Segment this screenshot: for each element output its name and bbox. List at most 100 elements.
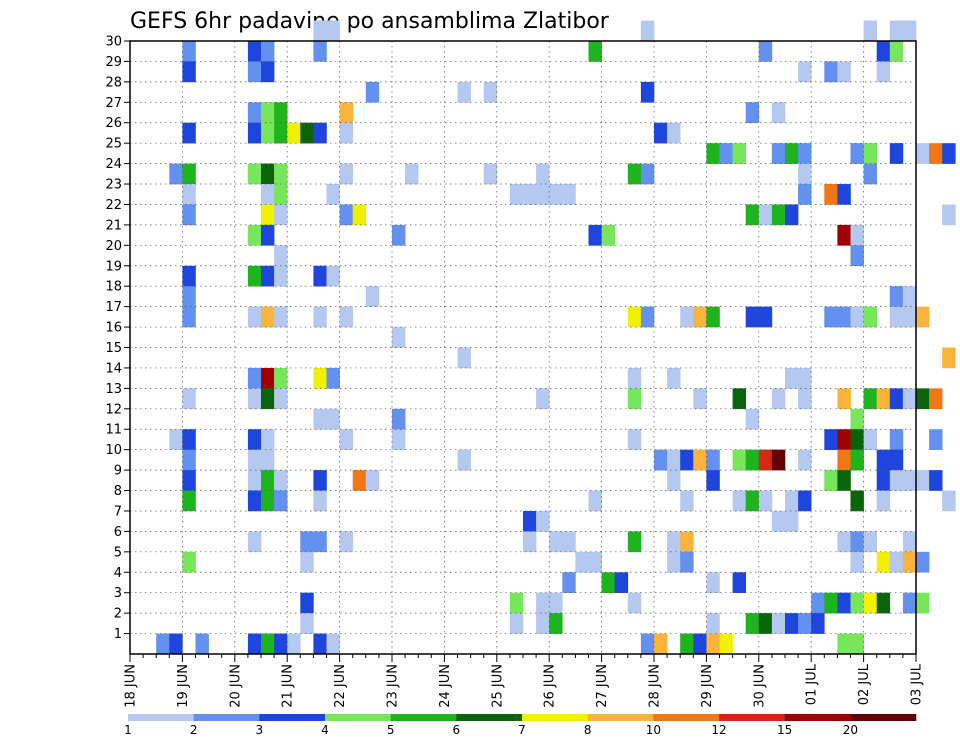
precip-cell-m0-s3 bbox=[169, 633, 183, 655]
precip-cell-m9-s4 bbox=[182, 449, 196, 471]
precip-cell-m28-s54 bbox=[837, 61, 851, 83]
cell-layer bbox=[156, 20, 956, 655]
precip-cell-m8-s17 bbox=[352, 470, 367, 491]
precip-cell-m1-s48 bbox=[758, 613, 773, 634]
precip-cell-m0-s42 bbox=[680, 633, 694, 655]
precip-cell-m21-s48 bbox=[758, 204, 773, 226]
precip-cell-m24-s51 bbox=[798, 143, 812, 164]
precip-cell-m10-s3 bbox=[169, 429, 183, 450]
precip-cell-m0-s9 bbox=[247, 633, 262, 655]
y-tick-label-29: 29 bbox=[105, 55, 122, 70]
precip-cell-m25-s9 bbox=[247, 122, 262, 144]
legend-swatch-2 bbox=[259, 714, 326, 721]
precip-cell-m3-s37 bbox=[614, 572, 629, 593]
precip-cell-m30-s15 bbox=[326, 20, 340, 42]
precip-cell-m21-s16 bbox=[339, 204, 353, 226]
precip-cell-m2-s38 bbox=[627, 592, 642, 614]
x-tick-label-13: 01 JUL bbox=[805, 663, 820, 705]
precip-cell-m1-s49 bbox=[771, 613, 786, 634]
precip-cell-m26-s11 bbox=[274, 102, 288, 124]
precip-cell-m9-s54 bbox=[837, 449, 851, 471]
precip-cell-m12-s4 bbox=[182, 388, 196, 410]
precip-cell-m16-s11 bbox=[274, 306, 288, 328]
precip-cell-m21-s47 bbox=[745, 204, 760, 226]
precip-cell-m7-s55 bbox=[850, 490, 864, 512]
precip-cell-m8-s60 bbox=[916, 470, 930, 491]
precip-cell-m24-s49 bbox=[771, 143, 786, 164]
precip-cell-m8-s41 bbox=[667, 470, 681, 491]
precip-cell-m0-s14 bbox=[313, 633, 327, 655]
precip-cell-m27-s25 bbox=[457, 81, 471, 103]
precip-cell-m17-s18 bbox=[365, 286, 380, 307]
precip-cell-m7-s47 bbox=[745, 490, 760, 512]
precip-cell-m2-s60 bbox=[916, 592, 930, 614]
precip-cell-m22-s54 bbox=[837, 184, 851, 205]
precip-cell-m21-s4 bbox=[182, 204, 196, 226]
precip-cell-m24-s50 bbox=[785, 143, 799, 164]
precip-cell-m4-s41 bbox=[667, 551, 681, 573]
y-tick-label-9: 9 bbox=[114, 464, 122, 479]
precip-cell-m26-s49 bbox=[771, 102, 786, 124]
precip-cell-m23-s4 bbox=[182, 163, 196, 185]
precip-cell-m7-s10 bbox=[261, 490, 275, 512]
precip-cell-m12-s11 bbox=[274, 388, 288, 410]
precip-cell-m12-s60 bbox=[916, 388, 930, 410]
precip-cell-m29-s48 bbox=[758, 41, 773, 62]
precip-cell-m24-s45 bbox=[719, 143, 733, 164]
precip-cell-m26-s16 bbox=[339, 102, 353, 124]
y-tick-label-22: 22 bbox=[105, 198, 122, 213]
precip-cell-m7-s4 bbox=[182, 490, 196, 512]
precip-cell-m13-s9 bbox=[247, 367, 262, 389]
x-tick-label-14: 02 JUL bbox=[857, 663, 872, 705]
y-tick-label-18: 18 bbox=[105, 280, 122, 295]
precip-cell-m12-s9 bbox=[247, 388, 262, 410]
precip-cell-m0-s43 bbox=[693, 633, 707, 655]
precip-cell-m16-s38 bbox=[627, 306, 642, 328]
precip-cell-m10-s16 bbox=[339, 429, 353, 450]
precip-cell-m28-s9 bbox=[247, 61, 262, 83]
precip-cell-m20-s10 bbox=[261, 224, 275, 246]
precip-cell-m2-s53 bbox=[824, 592, 838, 614]
precip-cell-m16-s47 bbox=[745, 306, 760, 328]
precip-cell-m9-s57 bbox=[876, 449, 891, 471]
y-tick-label-7: 7 bbox=[114, 504, 122, 519]
legend-swatch-9 bbox=[719, 714, 785, 721]
precip-cell-m9-s42 bbox=[680, 449, 694, 471]
precip-cell-m22-s15 bbox=[326, 184, 340, 205]
precip-cell-m29-s4 bbox=[182, 41, 196, 62]
precip-cell-m30-s14 bbox=[313, 20, 327, 42]
precip-cell-m24-s46 bbox=[732, 143, 746, 164]
precip-cell-m9-s46 bbox=[732, 449, 746, 471]
precip-cell-m12-s59 bbox=[902, 388, 917, 410]
precip-cell-m20-s35 bbox=[588, 224, 602, 246]
precip-cell-m20-s36 bbox=[601, 224, 615, 246]
precip-cell-m16-s42 bbox=[680, 306, 694, 328]
precip-cell-m24-s55 bbox=[850, 143, 864, 164]
precip-cell-m16-s4 bbox=[182, 306, 196, 328]
y-tick-label-24: 24 bbox=[105, 157, 122, 172]
precip-cell-m18-s14 bbox=[313, 265, 327, 287]
y-tick-label-17: 17 bbox=[105, 300, 122, 315]
precip-cell-m1-s52 bbox=[811, 613, 825, 634]
precip-cell-m3-s36 bbox=[601, 572, 615, 593]
precip-cell-m23-s51 bbox=[798, 163, 812, 185]
x-tick-label-7: 25 JUN bbox=[490, 664, 505, 708]
x-tick-label-12: 30 JUN bbox=[752, 664, 767, 708]
legend-label-10: 15 bbox=[777, 723, 792, 737]
precip-cell-m30-s39 bbox=[640, 20, 655, 42]
y-tick-label-10: 10 bbox=[105, 443, 122, 458]
precip-cell-m8-s10 bbox=[261, 470, 275, 491]
y-tick-label-30: 30 bbox=[105, 35, 122, 50]
precip-cell-m26-s10 bbox=[261, 102, 275, 124]
precip-cell-m10-s4 bbox=[182, 429, 196, 450]
precip-cell-m12-s38 bbox=[627, 388, 642, 410]
precip-cell-m23-s10 bbox=[261, 163, 275, 185]
precip-cell-m29-s35 bbox=[588, 41, 602, 62]
precip-cell-m7-s46 bbox=[732, 490, 746, 512]
precip-cell-m16-s60 bbox=[916, 306, 930, 328]
precip-cell-m17-s59 bbox=[902, 286, 917, 307]
precip-cell-m7-s11 bbox=[274, 490, 288, 512]
precip-cell-m24-s44 bbox=[706, 143, 720, 164]
precip-cell-m18-s4 bbox=[182, 265, 196, 287]
